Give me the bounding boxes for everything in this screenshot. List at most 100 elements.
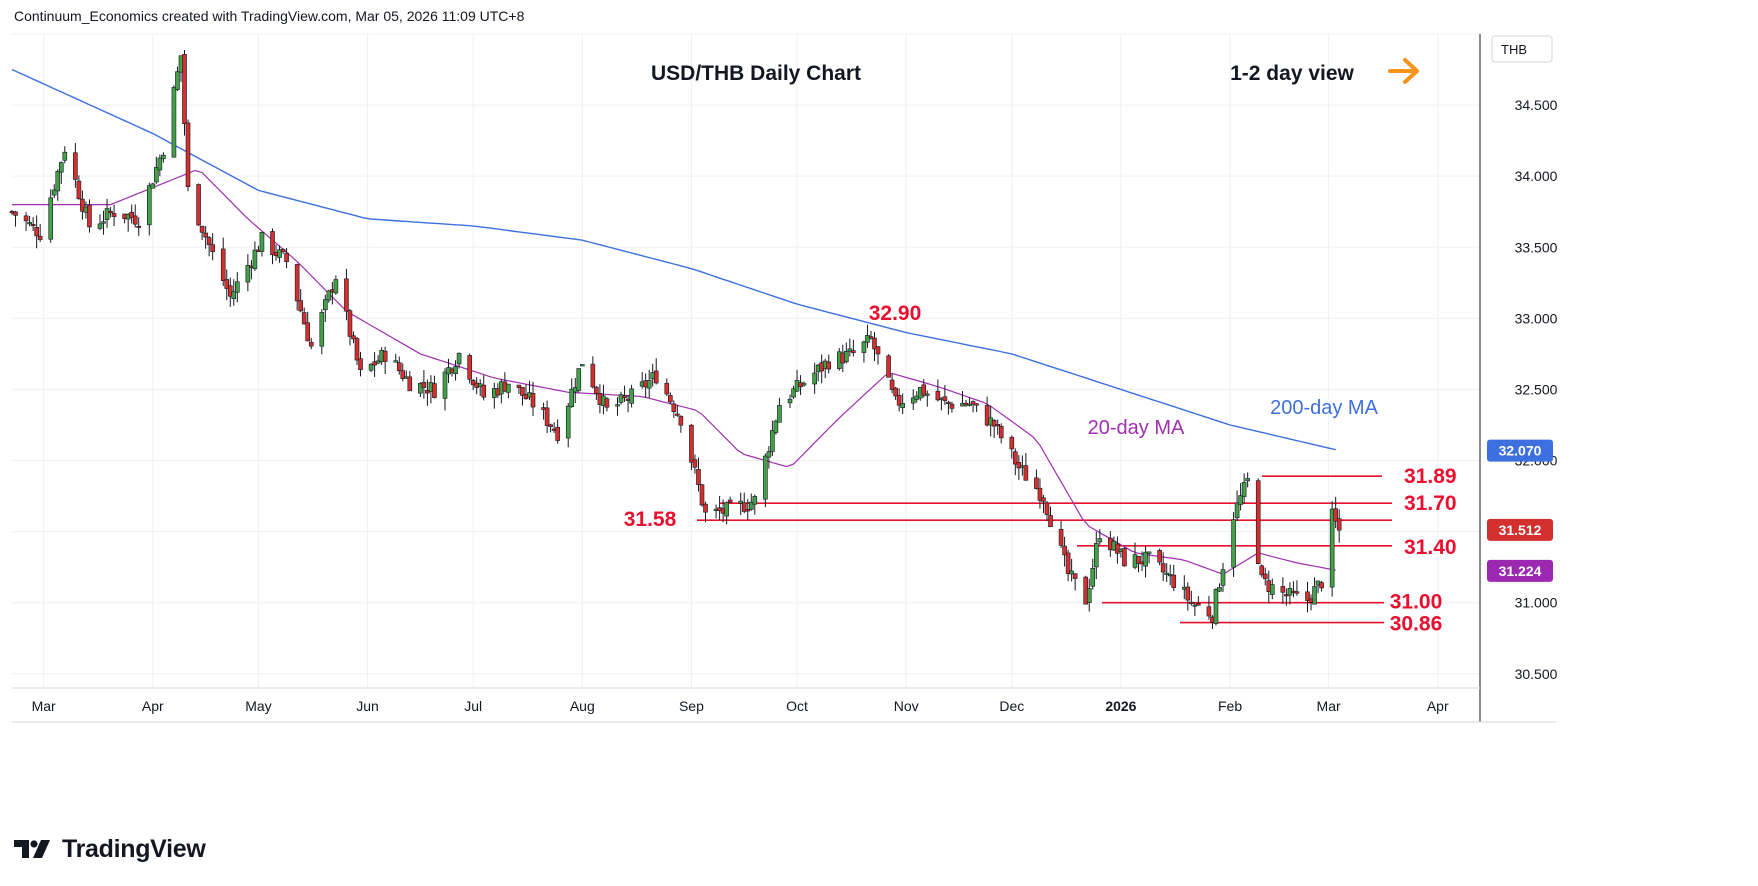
candle-body bbox=[224, 279, 230, 289]
candle bbox=[76, 175, 82, 200]
candle-body bbox=[629, 388, 634, 404]
candle-body bbox=[844, 350, 849, 363]
candle bbox=[323, 294, 328, 322]
candle-body bbox=[132, 215, 138, 225]
candle bbox=[491, 382, 497, 409]
candle bbox=[565, 402, 571, 448]
candle bbox=[851, 339, 856, 357]
candle bbox=[382, 346, 388, 375]
candle-body bbox=[1231, 519, 1236, 568]
candle-body bbox=[812, 372, 817, 385]
candle-body bbox=[146, 185, 152, 226]
candle-body bbox=[1069, 570, 1074, 575]
candle bbox=[351, 331, 356, 344]
candle bbox=[1093, 531, 1099, 580]
y-tick-label: 33.000 bbox=[1515, 310, 1558, 326]
candle bbox=[1034, 469, 1039, 490]
candle-body bbox=[942, 396, 948, 401]
candle bbox=[689, 424, 694, 470]
candle bbox=[396, 356, 402, 375]
candle-body bbox=[998, 425, 1004, 439]
candles bbox=[9, 50, 1342, 629]
candle bbox=[896, 388, 902, 412]
candle bbox=[766, 446, 772, 469]
candle-body bbox=[206, 237, 212, 246]
candle-body bbox=[555, 427, 560, 441]
candle bbox=[548, 423, 553, 433]
candle-body bbox=[400, 370, 406, 379]
candle-body bbox=[548, 424, 553, 427]
candle bbox=[1262, 567, 1268, 586]
candle bbox=[889, 373, 895, 394]
candle bbox=[280, 248, 286, 254]
candle-body bbox=[470, 379, 476, 386]
candle-body bbox=[62, 151, 68, 161]
candle-body bbox=[893, 387, 898, 397]
candle-body bbox=[481, 384, 487, 398]
candle bbox=[921, 379, 927, 398]
level-label-30.86: 30.86 bbox=[1390, 613, 1443, 636]
candle bbox=[87, 199, 92, 233]
candle bbox=[826, 354, 832, 374]
candle-body bbox=[1034, 477, 1039, 489]
y-tick-label: 34.000 bbox=[1515, 168, 1558, 184]
candle-body bbox=[129, 211, 134, 218]
candle bbox=[1115, 536, 1120, 564]
candle bbox=[1037, 478, 1043, 509]
candle bbox=[770, 420, 775, 456]
candle-body bbox=[1189, 601, 1194, 604]
candle bbox=[1090, 558, 1096, 590]
candle bbox=[692, 454, 698, 474]
candle-body bbox=[745, 509, 751, 512]
candle-body bbox=[675, 413, 680, 416]
candle-body bbox=[280, 249, 286, 253]
candle bbox=[101, 210, 106, 235]
candle-body bbox=[382, 350, 388, 362]
ma20-label: 20-day MA bbox=[1088, 417, 1185, 439]
candle-body bbox=[442, 371, 448, 399]
candle-body bbox=[245, 265, 251, 283]
candle-body bbox=[865, 334, 870, 343]
candle-body bbox=[896, 394, 902, 406]
candle bbox=[48, 189, 54, 243]
candle-body bbox=[1048, 515, 1053, 528]
candle bbox=[544, 400, 550, 434]
candle bbox=[622, 385, 627, 403]
x-tick-label: Jul bbox=[464, 698, 482, 714]
candle-body bbox=[182, 54, 187, 124]
candle bbox=[347, 309, 353, 346]
tradingview-footer[interactable]: TradingView bbox=[14, 832, 206, 866]
candle bbox=[294, 263, 300, 311]
candle bbox=[1171, 564, 1177, 592]
candle-body bbox=[900, 403, 905, 409]
candle bbox=[259, 231, 265, 257]
candle-body bbox=[506, 383, 511, 393]
x-tick-label: Nov bbox=[894, 698, 919, 714]
candle-body bbox=[259, 232, 265, 252]
candle bbox=[967, 397, 972, 407]
candle bbox=[30, 217, 36, 232]
price-badge-label: 31.224 bbox=[1499, 563, 1542, 579]
candle bbox=[1220, 562, 1226, 592]
candle bbox=[1062, 536, 1067, 567]
candle bbox=[1217, 583, 1222, 592]
candle bbox=[713, 504, 719, 519]
candle-body bbox=[308, 341, 314, 347]
candle-body bbox=[344, 278, 349, 312]
candle bbox=[227, 277, 233, 307]
candle-body bbox=[1245, 478, 1250, 482]
candle-body bbox=[875, 346, 881, 355]
candle-body bbox=[763, 455, 768, 500]
candle-body bbox=[326, 290, 332, 301]
candle-body bbox=[530, 393, 536, 408]
candle-body bbox=[668, 395, 673, 403]
y-tick-label: 30.500 bbox=[1515, 666, 1558, 682]
candle-body bbox=[407, 376, 413, 392]
candle bbox=[671, 400, 677, 418]
candle bbox=[727, 496, 733, 503]
candle-body bbox=[1009, 436, 1015, 450]
candle bbox=[481, 375, 487, 401]
candle bbox=[231, 279, 237, 306]
candle bbox=[372, 352, 377, 377]
